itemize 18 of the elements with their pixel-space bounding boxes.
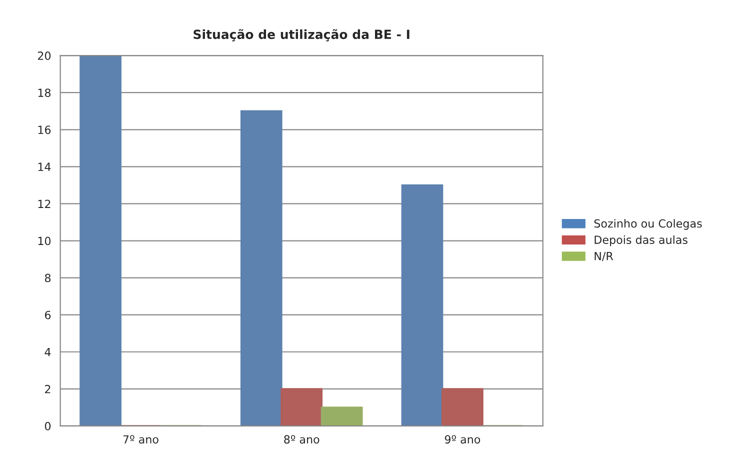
legend-label: Sozinho ou Colegas (594, 219, 702, 230)
y-tick-label: 12 (38, 200, 50, 208)
y-tick-label: 4 (44, 348, 51, 356)
x-tick-label: 7º ano (123, 435, 158, 444)
y-tick-label: 16 (38, 126, 51, 134)
legend-label: N/R (594, 252, 614, 262)
y-tick-label: 2 (45, 384, 50, 394)
y-tick-label: 20 (38, 52, 51, 60)
y-tick-label: 18 (38, 88, 51, 97)
y-tick-label: 0 (44, 422, 51, 430)
y-tick-label: 10 (38, 236, 51, 246)
y-tick-label: 6 (45, 310, 51, 320)
chart-title: Situação de utilização da BE - I (194, 29, 410, 42)
x-tick-label: 9º ano (444, 435, 480, 444)
x-tick-label: 8º ano (284, 435, 320, 444)
y-tick-label: 14 (38, 162, 51, 171)
legend-label: Depois das aulas (594, 235, 688, 246)
y-tick-label: 8 (44, 274, 51, 282)
